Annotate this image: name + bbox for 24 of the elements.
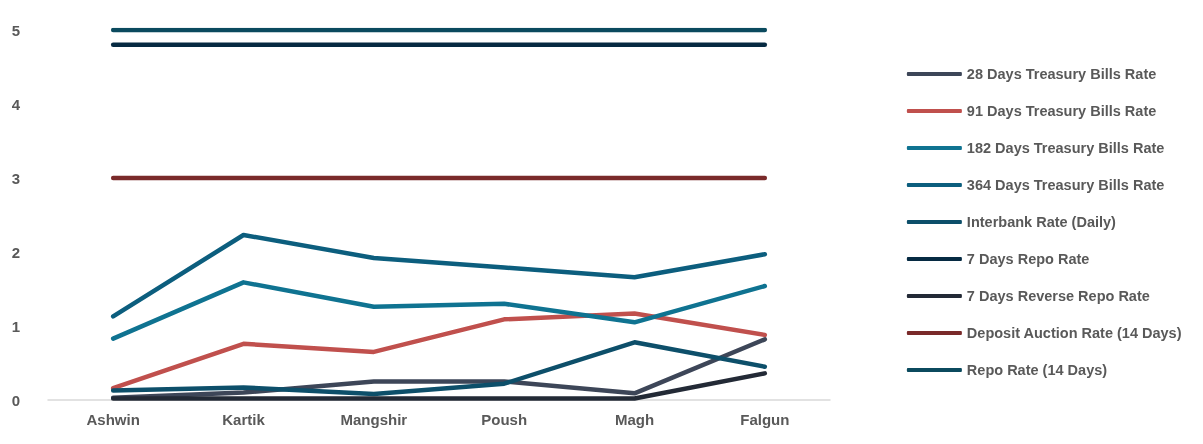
y-tick-label: 0 <box>11 391 20 409</box>
x-tick-label: Mangshir <box>340 411 408 428</box>
x-tick-label: Kartik <box>222 411 266 428</box>
y-tick-label: 3 <box>11 169 20 187</box>
x-tick-label: Ashwin <box>86 411 140 428</box>
line-series <box>110 311 768 391</box>
y-tick-label: 1 <box>11 317 20 335</box>
x-tick-label: Poush <box>481 411 528 428</box>
legend-label: 7 Days Reverse Repo Rate <box>966 288 1150 304</box>
legend-label: 182 Days Treasury Bills Rate <box>966 140 1165 156</box>
y-tick-label: 4 <box>11 95 21 113</box>
legend-label: 91 Days Treasury Bills Rate <box>966 103 1157 119</box>
legend-label: 7 Days Repo Rate <box>966 251 1090 267</box>
line-series <box>110 232 768 319</box>
legend-label: 28 Days Treasury Bills Rate <box>966 66 1157 82</box>
legend-label: Repo Rate (14 Days) <box>966 362 1108 378</box>
x-tick-label: Magh <box>614 411 655 428</box>
y-tick-label: 2 <box>11 243 20 261</box>
y-tick-label: 5 <box>11 21 20 39</box>
legend-label: Interbank Rate (Daily) <box>966 214 1117 230</box>
legend-label: Deposit Auction Rate (14 Days) <box>966 325 1182 341</box>
line-series <box>110 280 768 341</box>
legend-label: 364 Days Treasury Bills Rate <box>966 177 1165 193</box>
x-tick-label: Falgun <box>740 411 790 428</box>
